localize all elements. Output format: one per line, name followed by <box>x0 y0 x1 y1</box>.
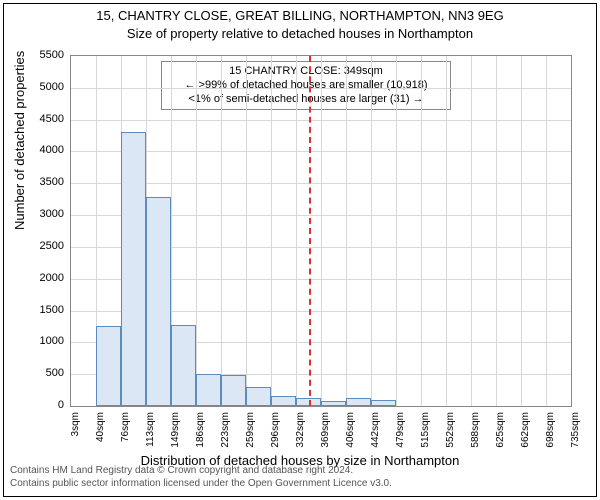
x-tick-label: 76sqm <box>120 412 131 452</box>
x-tick-label: 40sqm <box>95 412 106 452</box>
y-tick-label: 500 <box>24 367 64 379</box>
y-tick-label: 4000 <box>24 144 64 156</box>
x-tick-label: 735sqm <box>570 412 581 452</box>
gridline-v <box>396 56 397 406</box>
gridline-v <box>521 56 522 406</box>
histogram-bar <box>321 401 346 406</box>
y-tick-label: 5500 <box>24 49 64 61</box>
gridline-v <box>496 56 497 406</box>
plot-area: 15 CHANTRY CLOSE: 349sqm ← >99% of detac… <box>70 55 572 407</box>
y-tick-label: 3500 <box>24 176 64 188</box>
title: 15, CHANTRY CLOSE, GREAT BILLING, NORTHA… <box>0 8 600 23</box>
x-tick-label: 552sqm <box>445 412 456 452</box>
y-tick-label: 4500 <box>24 113 64 125</box>
gridline-v <box>296 56 297 406</box>
annotation-line-3: <1% of semi-detached houses are larger (… <box>168 93 444 107</box>
histogram-bar <box>96 326 121 406</box>
gridline-v <box>346 56 347 406</box>
y-tick-label: 1500 <box>24 304 64 316</box>
gridline-v <box>271 56 272 406</box>
annotation-line-1: 15 CHANTRY CLOSE: 349sqm <box>168 65 444 79</box>
x-tick-label: 332sqm <box>295 412 306 452</box>
histogram-bar <box>371 400 396 406</box>
x-tick-label: 662sqm <box>520 412 531 452</box>
x-tick-label: 113sqm <box>145 412 156 452</box>
histogram-bar <box>271 396 296 406</box>
gridline-v <box>421 56 422 406</box>
x-tick-label: 625sqm <box>495 412 506 452</box>
gridline-v <box>546 56 547 406</box>
x-tick-label: 588sqm <box>470 412 481 452</box>
x-tick-label: 223sqm <box>220 412 231 452</box>
x-tick-label: 479sqm <box>395 412 406 452</box>
y-ticks: 0500100015002000250030003500400045005000… <box>24 55 64 405</box>
histogram-bar <box>121 132 146 406</box>
y-tick-label: 2500 <box>24 240 64 252</box>
x-tick-label: 186sqm <box>195 412 206 452</box>
footer-line-1: Contains HM Land Registry data © Crown c… <box>10 464 392 477</box>
y-tick-label: 1000 <box>24 335 64 347</box>
annotation-line-2: ← >99% of detached houses are smaller (1… <box>168 79 444 93</box>
x-tick-label: 698sqm <box>545 412 556 452</box>
gridline-v <box>221 56 222 406</box>
x-tick-label: 3sqm <box>70 412 81 452</box>
histogram-bar <box>171 325 196 406</box>
gridline-v <box>471 56 472 406</box>
gridline-v <box>371 56 372 406</box>
y-tick-label: 5000 <box>24 81 64 93</box>
x-tick-label: 515sqm <box>420 412 431 452</box>
gridline-v <box>321 56 322 406</box>
histogram-bar <box>146 197 171 406</box>
x-tick-label: 296sqm <box>270 412 281 452</box>
gridline-v <box>196 56 197 406</box>
gridline-v <box>246 56 247 406</box>
x-tick-label: 149sqm <box>170 412 181 452</box>
footer-line-2: Contains public sector information licen… <box>10 477 392 490</box>
x-tick-label: 369sqm <box>320 412 331 452</box>
y-tick-label: 3000 <box>24 208 64 220</box>
y-tick-label: 0 <box>24 399 64 411</box>
annotation-box: 15 CHANTRY CLOSE: 349sqm ← >99% of detac… <box>161 61 451 110</box>
histogram-bar <box>196 374 221 406</box>
x-tick-label: 259sqm <box>245 412 256 452</box>
footer: Contains HM Land Registry data © Crown c… <box>10 464 392 490</box>
gridline-v <box>446 56 447 406</box>
x-tick-label: 442sqm <box>370 412 381 452</box>
figure: 15, CHANTRY CLOSE, GREAT BILLING, NORTHA… <box>0 0 600 500</box>
y-tick-label: 2000 <box>24 272 64 284</box>
histogram-bar <box>346 398 371 406</box>
x-ticks: 3sqm 40sqm 76sqm 113sqm 149sqm 186sqm 223sqm 25… <box>70 410 570 455</box>
subtitle: Size of property relative to detached ho… <box>0 26 600 41</box>
histogram-bar <box>221 375 246 406</box>
x-tick-label: 406sqm <box>345 412 356 452</box>
histogram-bar <box>246 387 271 406</box>
marker-line <box>309 56 311 406</box>
